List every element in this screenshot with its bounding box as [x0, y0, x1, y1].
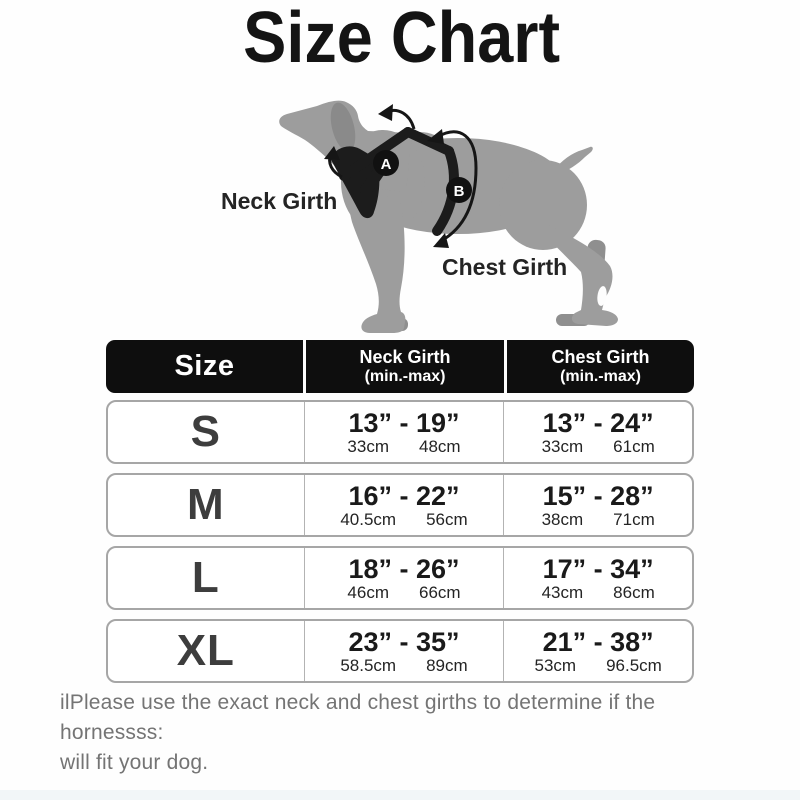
header-size: Size	[174, 350, 235, 382]
rear-leg-gap	[597, 286, 607, 306]
size-value: M	[186, 480, 225, 529]
badge-a-letter: A	[381, 156, 392, 173]
dog-harness-diagram: A B	[279, 100, 618, 333]
badge-b-letter: B	[454, 183, 465, 200]
page-title: Size Chart	[243, 0, 561, 78]
arrowheads	[324, 104, 449, 248]
size-value: XL	[176, 626, 235, 675]
neck-cm: 58.5cm 89cm	[340, 655, 468, 675]
neck-girth-label: Neck Girth	[221, 188, 338, 214]
chest-inches: 21” - 38”	[542, 626, 654, 657]
table-row-xl: XL 23” - 35” 58.5cm 89cm 21” - 38” 53cm 96…	[106, 619, 694, 683]
footnote-line-1: ilPlease use the exact neck and chest gi…	[60, 691, 656, 744]
chest-inches: 17” - 34”	[542, 553, 654, 584]
table-row-m: M 16” - 22” 40.5cm 56cm 15” - 28” 38cm 71c…	[106, 473, 694, 537]
neck-cm: 33cm 48cm	[347, 436, 461, 456]
table-header: Size Neck Girth (min.-max) Chest Girth (…	[106, 340, 694, 393]
chest-inches: 15” - 28”	[542, 480, 654, 511]
neck-inches: 23” - 35”	[348, 626, 460, 657]
badge-a: A	[373, 150, 399, 176]
size-value: S	[190, 407, 221, 456]
table-row-l: L 18” - 26” 46cm 66cm 17” - 34” 43cm 86cm	[106, 546, 694, 610]
neck-cm: 40.5cm 56cm	[340, 509, 468, 529]
neck-inches: 13” - 19”	[348, 407, 460, 438]
size-table: Size Neck Girth (min.-max) Chest Girth (…	[106, 340, 694, 683]
chest-cm: 53cm 96.5cm	[534, 655, 662, 675]
footnote-line-2: will fit your dog.	[60, 751, 209, 774]
header-chest-girth: Chest Girth (min.-max)	[504, 340, 694, 393]
header-neck-girth: Neck Girth (min.-max)	[302, 340, 504, 393]
chest-girth-label: Chest Girth	[442, 254, 568, 280]
chest-cm: 33cm 61cm	[541, 436, 655, 456]
neck-cm: 46cm 66cm	[347, 582, 461, 602]
chest-cm: 38cm 71cm	[541, 509, 655, 529]
neck-inches: 16” - 22”	[348, 480, 460, 511]
table-row-s: S 13” - 19” 33cm 48cm 13” - 24” 33cm 61cm	[106, 400, 694, 464]
dog-ear	[330, 102, 356, 152]
neck-inches: 18” - 26”	[348, 553, 460, 584]
badge-b: B	[446, 177, 472, 203]
bottom-edge-tint	[0, 790, 800, 800]
chest-inches: 13” - 24”	[542, 407, 654, 438]
size-value: L	[191, 553, 220, 602]
footnote: ilPlease use the exact neck and chest gi…	[60, 688, 760, 778]
chest-cm: 43cm 86cm	[541, 582, 655, 602]
